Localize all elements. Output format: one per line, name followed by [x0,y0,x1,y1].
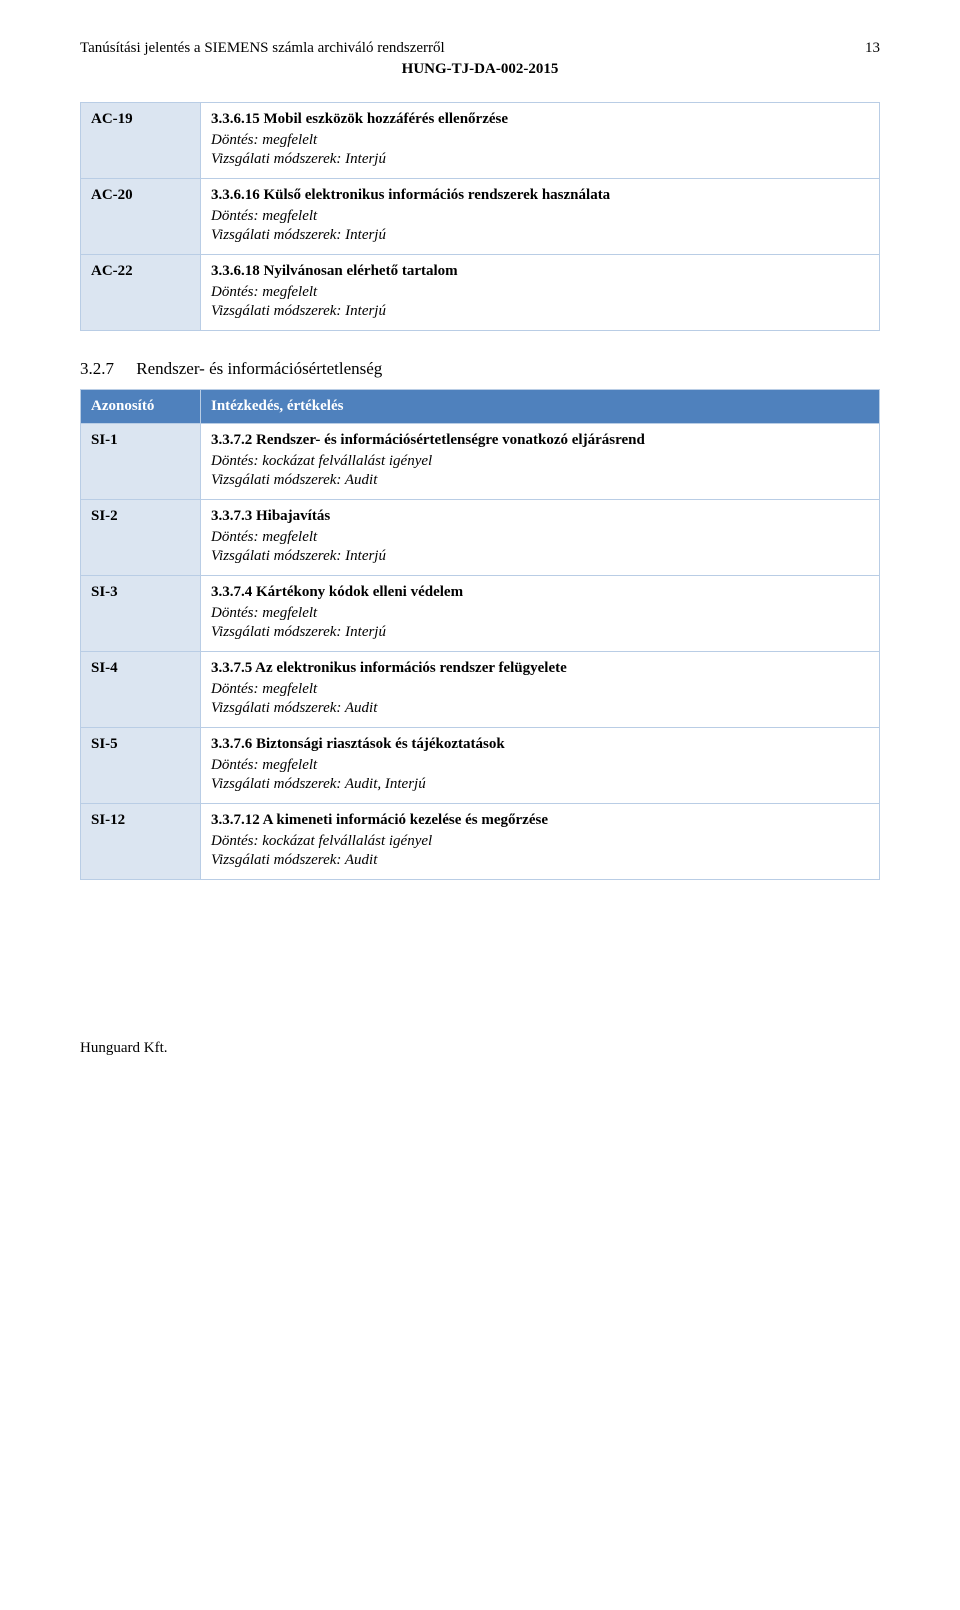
row-methods: Vizsgálati módszerek: Audit, Interjú [211,776,869,793]
row-decision: Döntés: megfelelt [211,208,869,225]
row-desc: 3.3.6.16 Külső elektronikus információs … [201,179,880,255]
row-id: AC-20 [81,179,201,255]
row-methods: Vizsgálati módszerek: Audit [211,852,869,869]
row-desc: 3.3.6.18 Nyilvánosan elérhető tartalom Dö… [201,255,880,331]
row-id: SI-1 [81,424,201,500]
row-decision: Döntés: megfelelt [211,605,869,622]
footer-company: Hunguard Kft. [80,1040,880,1057]
header-title: Tanúsítási jelentés a SIEMENS számla arc… [80,40,445,57]
row-methods: Vizsgálati módszerek: Interjú [211,151,869,168]
row-title: 3.3.7.4 Kártékony kódok elleni védelem [211,584,869,601]
row-id: SI-5 [81,728,201,804]
table-row: AC-19 3.3.6.15 Mobil eszközök hozzáférés … [81,103,880,179]
section-number: 3.2.7 [80,359,114,378]
page-header: Tanúsítási jelentés a SIEMENS számla arc… [80,40,880,57]
table-row: AC-223.3.6.18 Nyilvánosan elérhető tarta… [81,255,880,331]
table-row: SI-5 3.3.7.6 Biztonsági riasztások és táj… [81,728,880,804]
row-title: 3.3.7.5 Az elektronikus információs rend… [211,660,869,677]
row-desc: 3.3.7.12 A kimeneti információ kezelése … [201,804,880,880]
row-desc: 3.3.6.15 Mobil eszközök hozzáférés ellen… [201,103,880,179]
row-desc: 3.3.7.2 Rendszer- és információsértetlen… [201,424,880,500]
row-decision: Döntés: megfelelt [211,681,869,698]
row-id: AC-19 [81,103,201,179]
row-title: 3.3.6.15 Mobil eszközök hozzáférés ellen… [211,111,869,128]
header-subtitle: HUNG-TJ-DA-002-2015 [80,61,880,78]
table-row: SI-12 3.3.7.12 A kimeneti információ keze… [81,804,880,880]
row-id: SI-4 [81,652,201,728]
page-number: 13 [865,40,880,57]
row-title: 3.3.6.18 Nyilvánosan elérhető tartalom [211,263,869,280]
row-decision: Döntés: megfelelt [211,132,869,149]
row-methods: Vizsgálati módszerek: Interjú [211,624,869,641]
row-decision: Döntés: kockázat felvállalást igényel [211,833,869,850]
row-title: 3.3.7.3 Hibajavítás [211,508,869,525]
row-decision: Döntés: megfelelt [211,757,869,774]
row-desc: 3.3.7.5 Az elektronikus információs rend… [201,652,880,728]
section-heading: 3.2.7 Rendszer- és információsértetlensé… [80,359,880,379]
table-row: SI-2 3.3.7.3 Hibajavítás Döntés: megfelelt… [81,500,880,576]
col-header-desc: Intézkedés, értékelés [201,390,880,424]
row-title: 3.3.7.6 Biztonsági riasztások és tájékoz… [211,736,869,753]
row-desc: 3.3.7.3 Hibajavítás Döntés: megfelelt Vizs… [201,500,880,576]
table-header-row: Azonosító Intézkedés, értékelés [81,390,880,424]
table-system-integrity: Azonosító Intézkedés, értékelés SI-13.3.… [80,389,880,880]
row-methods: Vizsgálati módszerek: Audit [211,472,869,489]
row-id: SI-12 [81,804,201,880]
row-title: 3.3.6.16 Külső elektronikus információs … [211,187,869,204]
row-methods: Vizsgálati módszerek: Interjú [211,227,869,244]
table-row: SI-4 3.3.7.5 Az elektronikus információs … [81,652,880,728]
row-desc: 3.3.7.6 Biztonsági riasztások és tájékoz… [201,728,880,804]
section-title-text: Rendszer- és információsértetlenség [136,359,382,378]
row-decision: Döntés: megfelelt [211,284,869,301]
col-header-id: Azonosító [81,390,201,424]
row-desc: 3.3.7.4 Kártékony kódok elleni védelem Dö… [201,576,880,652]
row-methods: Vizsgálati módszerek: Interjú [211,548,869,565]
row-id: SI-3 [81,576,201,652]
table-row: AC-20 3.3.6.16 Külső elektronikus informá… [81,179,880,255]
row-title: 3.3.7.2 Rendszer- és információsértetlen… [211,432,869,449]
table-row: SI-1 3.3.7.2 Rendszer- és információsérte… [81,424,880,500]
row-id: SI-2 [81,500,201,576]
table-access-controls: AC-19 3.3.6.15 Mobil eszközök hozzáférés … [80,102,880,331]
row-id: AC-22 [81,255,201,331]
row-methods: Vizsgálati módszerek: Interjú [211,303,869,320]
row-methods: Vizsgálati módszerek: Audit [211,700,869,717]
row-title: 3.3.7.12 A kimeneti információ kezelése … [211,812,869,829]
table-row: SI-33.3.7.4 Kártékony kódok elleni védel… [81,576,880,652]
row-decision: Döntés: megfelelt [211,529,869,546]
row-decision: Döntés: kockázat felvállalást igényel [211,453,869,470]
